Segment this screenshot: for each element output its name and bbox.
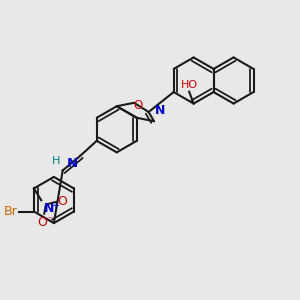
Text: N: N (154, 104, 165, 117)
Text: O: O (37, 216, 47, 229)
Text: Br: Br (4, 205, 18, 218)
Text: N: N (67, 157, 78, 170)
Text: ⁻: ⁻ (47, 215, 52, 225)
Text: +: + (51, 201, 59, 211)
Text: O: O (134, 99, 143, 112)
Text: O: O (58, 195, 68, 208)
Text: H: H (51, 156, 60, 166)
Text: HO: HO (181, 80, 198, 90)
Text: N: N (44, 202, 55, 215)
